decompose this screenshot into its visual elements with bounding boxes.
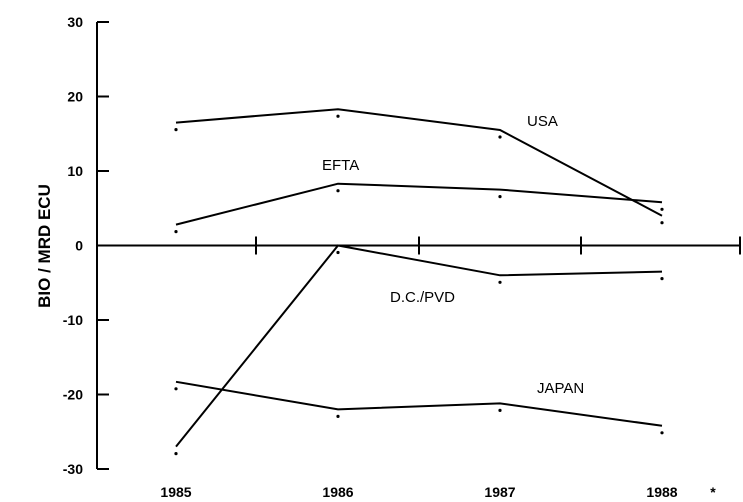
data-point xyxy=(660,277,664,281)
y-tick-label: 10 xyxy=(67,163,83,179)
x-axis-footnote: * xyxy=(710,484,716,500)
y-tick-label: 30 xyxy=(67,14,83,30)
series-label: EFTA xyxy=(322,157,359,174)
x-tick-label: 1986 xyxy=(322,484,353,500)
data-point xyxy=(660,207,664,211)
x-tick-label: 1987 xyxy=(484,484,515,500)
x-tick-label: 1985 xyxy=(160,484,191,500)
series-label: JAPAN xyxy=(537,380,584,397)
y-tick-label: 20 xyxy=(67,89,83,105)
y-axis-title: BIO / MRD ECU xyxy=(35,184,54,308)
data-point xyxy=(498,135,502,139)
y-tick-label: -30 xyxy=(63,461,83,477)
data-point xyxy=(660,431,664,435)
series-line xyxy=(175,244,663,448)
series-line xyxy=(175,380,663,427)
y-axis: 30 20 10 0 -10 -20 -30 xyxy=(63,14,109,477)
series-label: USA xyxy=(527,113,558,130)
data-point xyxy=(174,128,178,132)
y-tick-label: 0 xyxy=(75,238,83,254)
data-point xyxy=(660,221,664,225)
data-point xyxy=(498,408,502,412)
x-tick-label: 1988 xyxy=(646,484,677,500)
data-point xyxy=(174,452,178,456)
data-point xyxy=(336,189,340,193)
series-label: D.C./PVD xyxy=(390,289,455,306)
plot-area: USA EFTA D.C./PVD JAPAN xyxy=(174,108,664,456)
data-point xyxy=(498,195,502,199)
data-point xyxy=(174,387,178,391)
y-tick-label: -10 xyxy=(63,312,83,328)
data-point xyxy=(336,114,340,118)
x-axis: 1985 1986 1987 1988 xyxy=(97,236,741,500)
data-point xyxy=(336,250,340,255)
y-tick-label: -20 xyxy=(63,387,83,403)
data-point xyxy=(174,230,178,234)
data-point xyxy=(336,414,340,418)
series-line xyxy=(175,108,663,217)
data-point xyxy=(498,280,502,284)
series-line xyxy=(175,182,663,226)
